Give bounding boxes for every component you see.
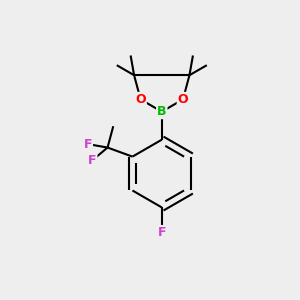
- Text: F: F: [88, 154, 97, 167]
- Text: O: O: [135, 93, 146, 106]
- Text: F: F: [84, 138, 92, 151]
- Text: O: O: [178, 93, 188, 106]
- Text: F: F: [158, 226, 166, 239]
- Text: B: B: [157, 105, 166, 118]
